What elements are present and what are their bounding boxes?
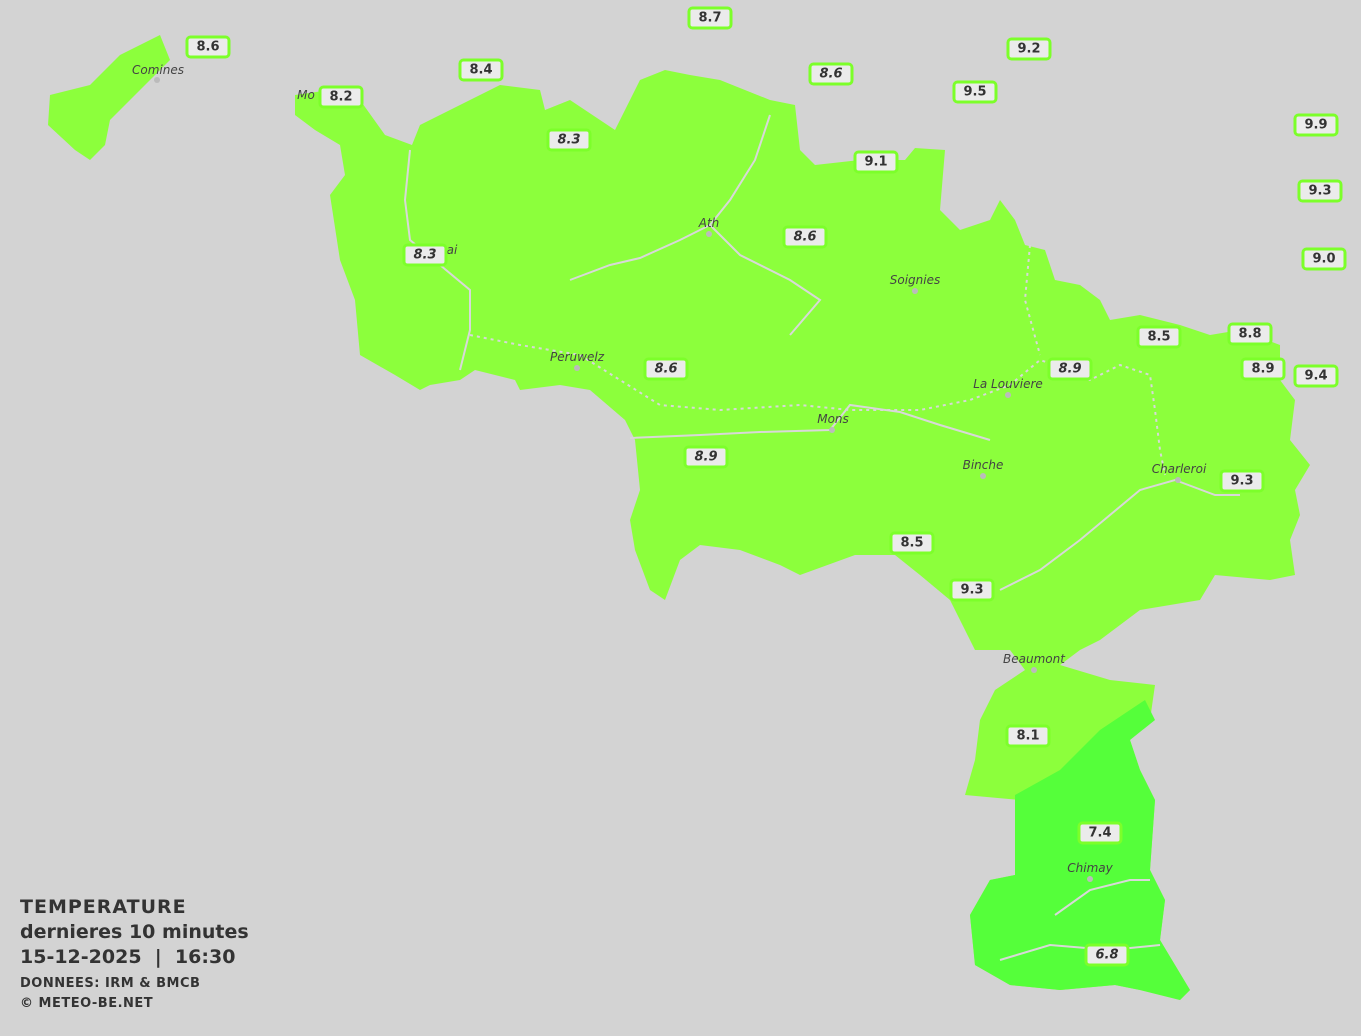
zone-7-degrees <box>970 700 1190 1000</box>
city-dot <box>1087 876 1093 882</box>
city-label: Charleroi <box>1151 462 1207 476</box>
station-temperature-label: 8.9 <box>683 445 729 469</box>
city-label: Soignies <box>889 273 941 287</box>
city-dot <box>912 288 918 294</box>
station-temperature-label: 8.9 <box>1240 357 1286 381</box>
city-label: ai <box>446 243 458 257</box>
station-temperature-label: 8.1 <box>1005 724 1051 748</box>
station-temperature-label: 9.5 <box>952 80 998 104</box>
station-temperature-label: 8.6 <box>782 225 828 249</box>
city-label: Ath <box>698 216 720 230</box>
station-temperature-label: 9.2 <box>1006 37 1052 61</box>
station-temperature-label: 9.0 <box>1301 247 1347 271</box>
map-legend: TEMPERATURE dernieres 10 minutes 15-12-2… <box>20 895 249 1014</box>
legend-datetime: 15-12-2025 | 16:30 <box>20 946 236 968</box>
station-temperature-label: 9.3 <box>949 578 995 602</box>
legend-title: TEMPERATURE <box>20 896 187 918</box>
region-hainaut <box>295 70 1310 1000</box>
city-label: Binche <box>962 458 1004 472</box>
city-dot <box>154 77 160 83</box>
station-temperature-label: 8.6 <box>643 357 689 381</box>
station-temperature-label: 8.5 <box>1136 325 1182 349</box>
station-temperature-label: 8.8 <box>1227 322 1273 346</box>
city-dot <box>574 365 580 371</box>
city-dot <box>706 231 712 237</box>
station-temperature-label: 8.3 <box>402 243 448 267</box>
borders <box>469 244 1166 476</box>
city-label: Peruwelz <box>550 350 604 364</box>
station-temperature-label: 8.4 <box>458 58 504 82</box>
region-comines <box>48 35 170 160</box>
legend-period: dernieres 10 minutes <box>20 921 249 943</box>
station-temperature-label: 9.1 <box>853 150 899 174</box>
city-label: Mo <box>297 88 315 102</box>
legend-copyright: © METEO-BE.NET <box>20 996 154 1011</box>
city-label: Mons <box>817 412 849 426</box>
station-temperature-label: 8.5 <box>889 531 935 555</box>
station-temperature-label: 8.9 <box>1047 357 1093 381</box>
station-temperature-label: 9.9 <box>1293 113 1339 137</box>
station-temperature-label: 6.8 <box>1084 943 1130 967</box>
station-temperature-label: 8.3 <box>546 128 592 152</box>
station-temperature-label: 9.3 <box>1297 179 1343 203</box>
city-dot <box>1005 392 1011 398</box>
city-dot <box>829 427 835 433</box>
station-temperature-label: 9.3 <box>1219 469 1265 493</box>
station-temperature-label: 7.4 <box>1077 821 1123 845</box>
station-temperature-label: 8.6 <box>185 35 231 59</box>
city-label: Beaumont <box>1003 652 1065 666</box>
city-label: Comines <box>132 63 184 77</box>
station-temperature-label: 8.2 <box>318 85 364 109</box>
city-dot <box>980 473 986 479</box>
station-temperature-label: 8.7 <box>687 6 733 30</box>
city-dot <box>1031 667 1037 673</box>
city-dot <box>1175 477 1181 483</box>
legend-source: DONNEES: IRM & BMCB <box>20 976 201 991</box>
station-temperature-label: 9.4 <box>1293 364 1339 388</box>
station-temperature-label: 8.6 <box>808 62 854 86</box>
city-label: Chimay <box>1067 861 1113 875</box>
rivers <box>403 114 1240 961</box>
city-label: La Louviere <box>973 377 1043 391</box>
